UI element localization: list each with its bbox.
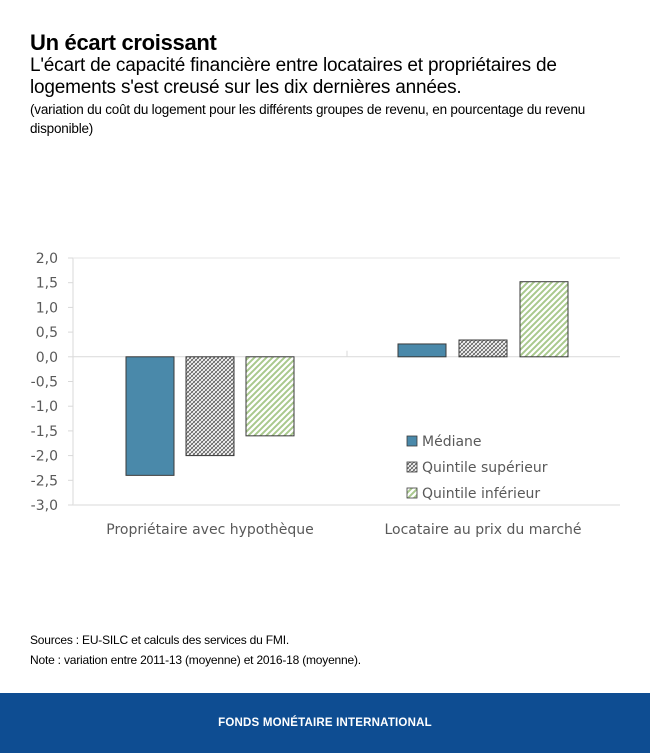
bar-quintile-inf-rieur-0	[245, 356, 295, 437]
legend-swatch	[406, 435, 418, 447]
y-tick-label: -1,5	[31, 424, 58, 440]
bar-chart: 2,0 1,5 1,0 0,5 0,0 -0,5 -1,0 -1,5 -2,0 -2,5 -3,0 P…	[31, 251, 620, 538]
y-tick-label: 0,5	[36, 325, 58, 341]
y-tick-label: 1,5	[36, 276, 58, 292]
sources-block: Sources : EU-SILC et calculs des service…	[30, 630, 361, 670]
bar-m-diane-0	[125, 356, 175, 476]
chart-units-note: (variation du coût du logement pour les …	[30, 102, 586, 136]
sources-text: Sources : EU-SILC et calculs des service…	[30, 633, 289, 647]
y-tick-label: -2,5	[31, 473, 58, 489]
y-tick-label: 1,0	[36, 300, 58, 316]
bar-quintile-inf-rieur-1	[519, 281, 569, 358]
legend-label: Quintile inférieur	[422, 486, 540, 502]
bar-quintile-sup-rieur-0	[185, 356, 235, 457]
bars	[125, 281, 569, 476]
legend-swatch	[406, 461, 418, 473]
legend: Médiane Quintile supérieur Quintile inféri…	[406, 434, 548, 502]
y-tick-label: -2,0	[31, 449, 58, 465]
chart-subtitle: L'écart de capacité financière entre loc…	[30, 55, 557, 98]
labels: 2,0 1,5 1,0 0,5 0,0 -0,5 -1,0 -1,5 -2,0 -2,5 -3,0 P…	[31, 251, 582, 538]
note-text: Note : variation entre 2011-13 (moyenne)…	[30, 653, 361, 667]
legend-swatch	[406, 487, 418, 499]
x-category-label: Locataire au prix du marché	[384, 522, 581, 538]
y-tick-label: 2,0	[36, 251, 58, 267]
x-category-label: Propriétaire avec hypothèque	[106, 522, 313, 538]
y-tick-label: 0,0	[36, 350, 58, 366]
y-tick-label: -0,5	[31, 375, 58, 391]
legend-label: Médiane	[422, 434, 482, 450]
bar-m-diane-1	[397, 343, 447, 358]
y-tick-label: -1,0	[31, 399, 58, 415]
imf-brand: FONDS MONÉTAIRE INTERNATIONAL	[218, 717, 432, 729]
footer-banner: FONDS MONÉTAIRE INTERNATIONAL	[0, 693, 650, 753]
bar-quintile-sup-rieur-1	[458, 339, 508, 358]
chart-title: Un écart croissant	[30, 30, 217, 55]
y-tick-label: -3,0	[31, 498, 58, 514]
legend-label: Quintile supérieur	[422, 460, 548, 476]
